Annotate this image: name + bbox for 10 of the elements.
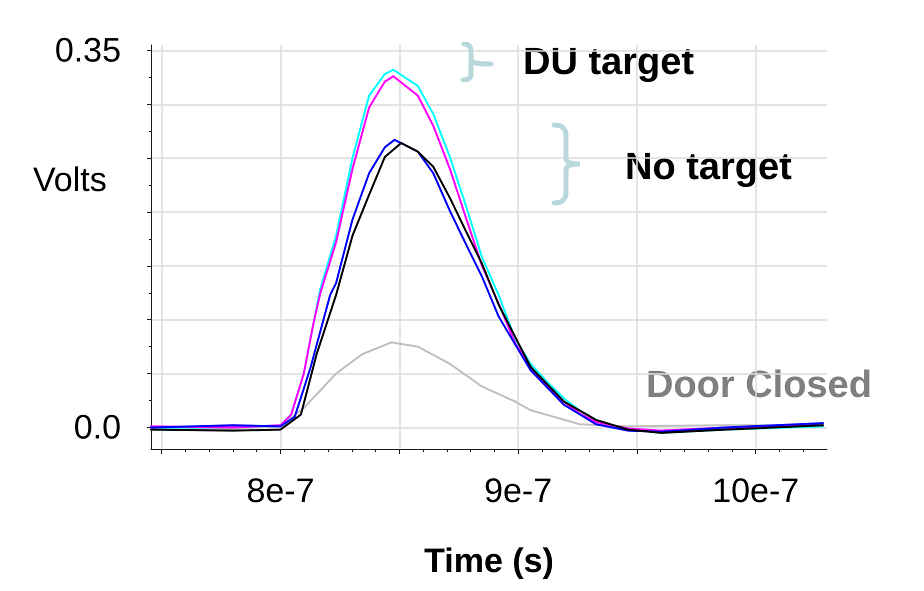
x-axis-title: Time (s) (424, 542, 554, 580)
x-tick-label: 9e-7 (484, 472, 552, 510)
y-axis-title: Volts (33, 161, 107, 199)
y-tick-label: 0.0 (74, 408, 121, 446)
annotation: DU target (523, 41, 694, 83)
x-tick-label: 10e-7 (712, 472, 800, 510)
y-tick-label: 0.35 (54, 31, 121, 70)
annotation: No target (625, 146, 792, 188)
x-tick-label: 8e-7 (246, 472, 315, 510)
annotation: Door Closed (646, 364, 872, 406)
